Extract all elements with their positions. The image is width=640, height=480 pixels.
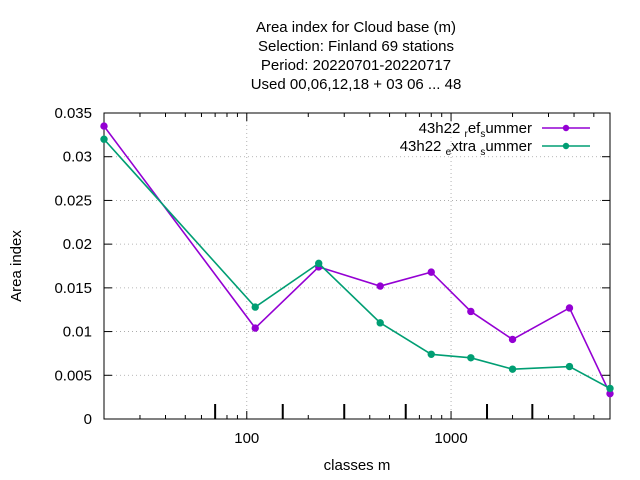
data-point [376, 282, 384, 290]
legend-label-part: xtra [451, 138, 480, 155]
legend-label-part: ummer [485, 120, 532, 137]
x-tick-label: 1000 [434, 430, 467, 447]
plot-frame [103, 112, 611, 420]
y-tick-label: 0.015 [54, 280, 92, 297]
series-line [103, 138, 611, 390]
legend-entry-1: 43h22 refsummer [419, 120, 590, 140]
ticks: 0 0.005 0.01 0.015 0.02 0.025 0.03 0.035 100 1000 [54, 105, 610, 447]
legend-label-part: s [480, 129, 485, 140]
data-point [251, 303, 259, 311]
data-point [508, 365, 517, 373]
data-point [315, 259, 323, 268]
data-point [100, 135, 108, 143]
legend-label-part: r [464, 129, 468, 140]
data-point [565, 304, 574, 312]
x-tick-label: 100 [234, 430, 259, 447]
title-line: Selection: Finland 69 stations [258, 38, 454, 55]
data-point [508, 335, 517, 344]
data-point [100, 122, 108, 130]
data-point [427, 350, 435, 359]
legend-label: 43h22 extra summer [400, 138, 532, 158]
y-tick-label: 0.035 [54, 105, 92, 122]
y-tick-label: 0 [84, 411, 92, 428]
legend-label: 43h22 refsummer [419, 120, 532, 140]
data-point [251, 324, 259, 332]
data-point [467, 307, 475, 316]
legend-label-part: 43h22 [400, 138, 446, 155]
grid [104, 113, 610, 419]
series-2 [100, 135, 614, 393]
y-axis-label: Area index [8, 230, 25, 302]
x-axis-label: classes m [324, 457, 391, 474]
legend-label-part: ummer [485, 138, 532, 155]
title-line: Area index for Cloud base (m) [256, 19, 456, 36]
series [100, 122, 614, 398]
y-tick-label: 0.005 [54, 367, 92, 384]
chart-title: Area index for Cloud base (m) Selection: … [251, 19, 462, 93]
title-line: Period: 20220701-20220717 [261, 57, 451, 74]
series-1 [100, 122, 614, 398]
y-tick-label: 0.025 [54, 192, 92, 209]
legend-label-part: e [446, 147, 452, 158]
title-line: Used 00,06,12,18 + 03 06 ... 48 [251, 76, 462, 93]
legend-entry-2: 43h22 extra summer [400, 138, 590, 158]
legend-marker [562, 142, 570, 150]
legend-label-part: 43h22 [419, 120, 465, 137]
legend-label-part: s [480, 147, 485, 158]
data-point [427, 268, 435, 276]
legend-label-part: ef [468, 120, 481, 137]
data-point [606, 384, 614, 393]
series-line [103, 125, 611, 394]
class-marks [214, 404, 534, 419]
y-tick-label: 0.03 [63, 149, 92, 166]
legend-marker [562, 124, 570, 132]
data-point [467, 354, 475, 362]
y-tick-label: 0.02 [63, 236, 92, 253]
data-point [376, 319, 384, 327]
y-tick-label: 0.01 [63, 324, 92, 341]
data-point [565, 362, 574, 371]
